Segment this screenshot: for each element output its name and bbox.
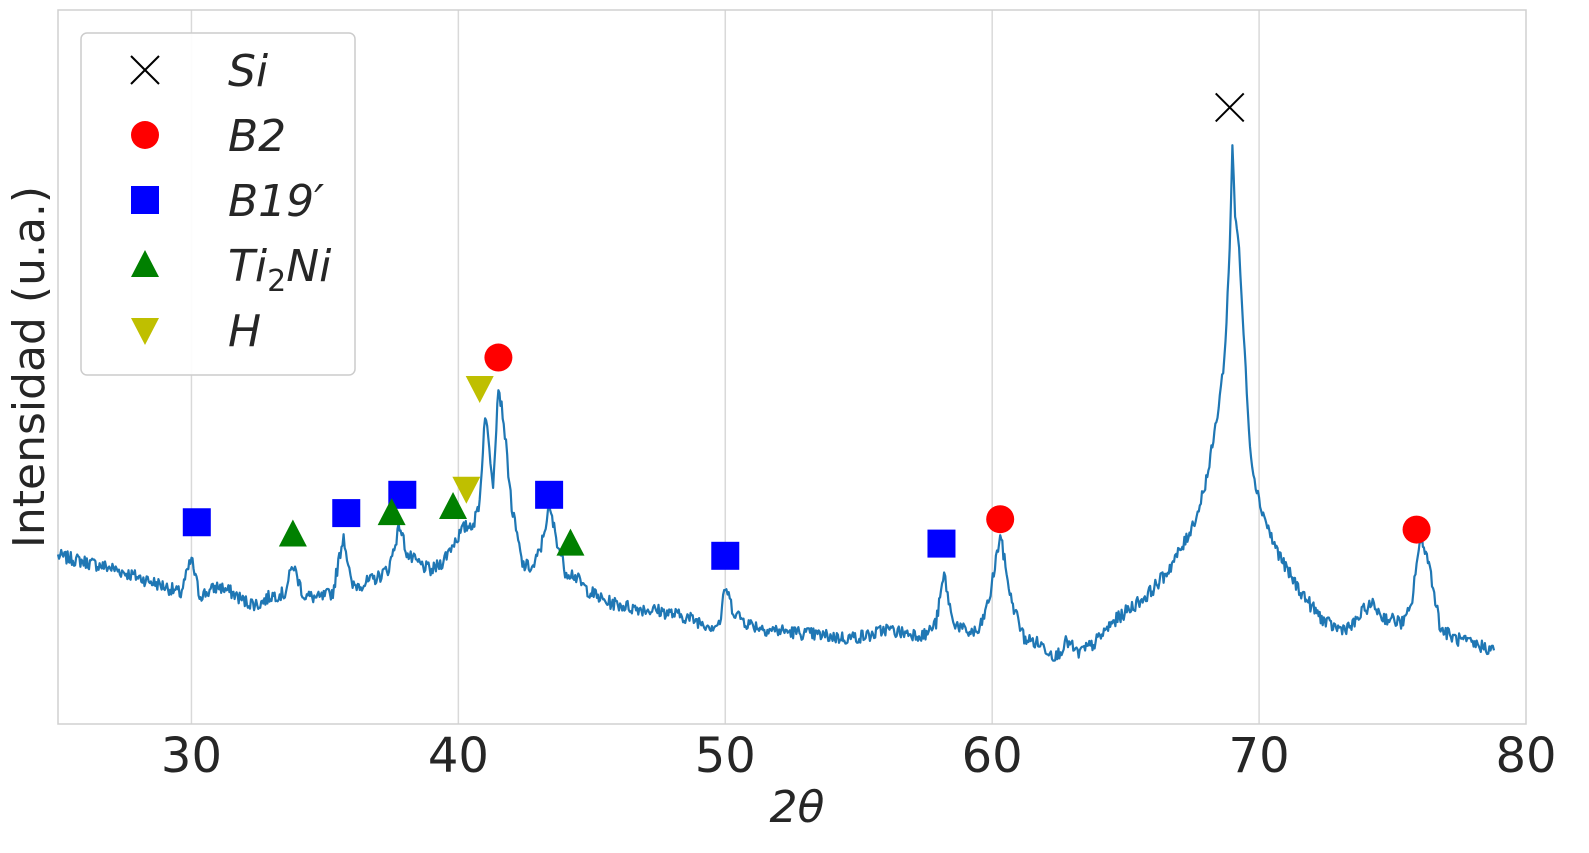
legend-box bbox=[80, 32, 356, 376]
legend-entry: Ti2Ni bbox=[131, 241, 332, 299]
legend-marker-circle bbox=[131, 121, 159, 149]
legend-marker-triangle-up bbox=[131, 250, 159, 277]
x-tick-label: 40 bbox=[428, 728, 489, 784]
phase-markers bbox=[182, 92, 1431, 570]
phase-marker-triangle-down bbox=[465, 376, 494, 404]
legend-marker-triangle-down bbox=[131, 318, 159, 345]
x-tick-label: 60 bbox=[962, 728, 1023, 784]
legend-entry: Si bbox=[130, 46, 269, 97]
phase-marker-triangle-up bbox=[377, 498, 406, 526]
phase-marker-square bbox=[535, 480, 564, 509]
legend-entry: B19′ bbox=[131, 176, 324, 227]
legend-marker-x bbox=[130, 55, 160, 85]
x-tick-labels: 30 40 50 60 70 80 bbox=[161, 728, 1557, 784]
phase-marker-square bbox=[711, 541, 740, 570]
phase-marker-square bbox=[332, 499, 361, 528]
plot-frame bbox=[57, 9, 1527, 725]
phase-marker-circle bbox=[986, 505, 1015, 534]
phase-marker-triangle-up bbox=[278, 519, 307, 547]
phase-marker-square bbox=[182, 508, 211, 537]
legend-marker-square bbox=[131, 186, 159, 214]
phase-marker-triangle-up bbox=[556, 528, 585, 556]
phase-marker-circle bbox=[1402, 515, 1431, 544]
phase-marker-triangle-down bbox=[452, 476, 481, 504]
legend-label: B2 bbox=[228, 111, 286, 162]
phase-marker-circle bbox=[484, 343, 513, 372]
legend-label: B19′ bbox=[228, 176, 324, 227]
legend-label: Ti2Ni bbox=[228, 241, 332, 299]
y-axis-label: Intensidad (u.a.) bbox=[4, 186, 55, 548]
phase-marker-x bbox=[1215, 92, 1245, 123]
legend: Si B2 B19′ Ti2Ni H bbox=[80, 32, 356, 376]
x-tick-label: 30 bbox=[161, 728, 222, 784]
legend-entry: H bbox=[131, 306, 261, 357]
xrd-pattern-line bbox=[56, 144, 1496, 662]
legend-label: H bbox=[228, 306, 261, 357]
x-axis-label: 2θ bbox=[770, 782, 825, 833]
legend-entry: B2 bbox=[131, 111, 286, 162]
series-layer bbox=[56, 144, 1496, 662]
phase-marker-square bbox=[927, 529, 956, 558]
phase-marker-triangle-up bbox=[439, 492, 468, 519]
x-tick-label: 70 bbox=[1229, 728, 1290, 784]
legend-label: Si bbox=[228, 46, 269, 97]
x-tick-label: 50 bbox=[695, 728, 756, 784]
x-tick-label: 80 bbox=[1495, 728, 1556, 784]
